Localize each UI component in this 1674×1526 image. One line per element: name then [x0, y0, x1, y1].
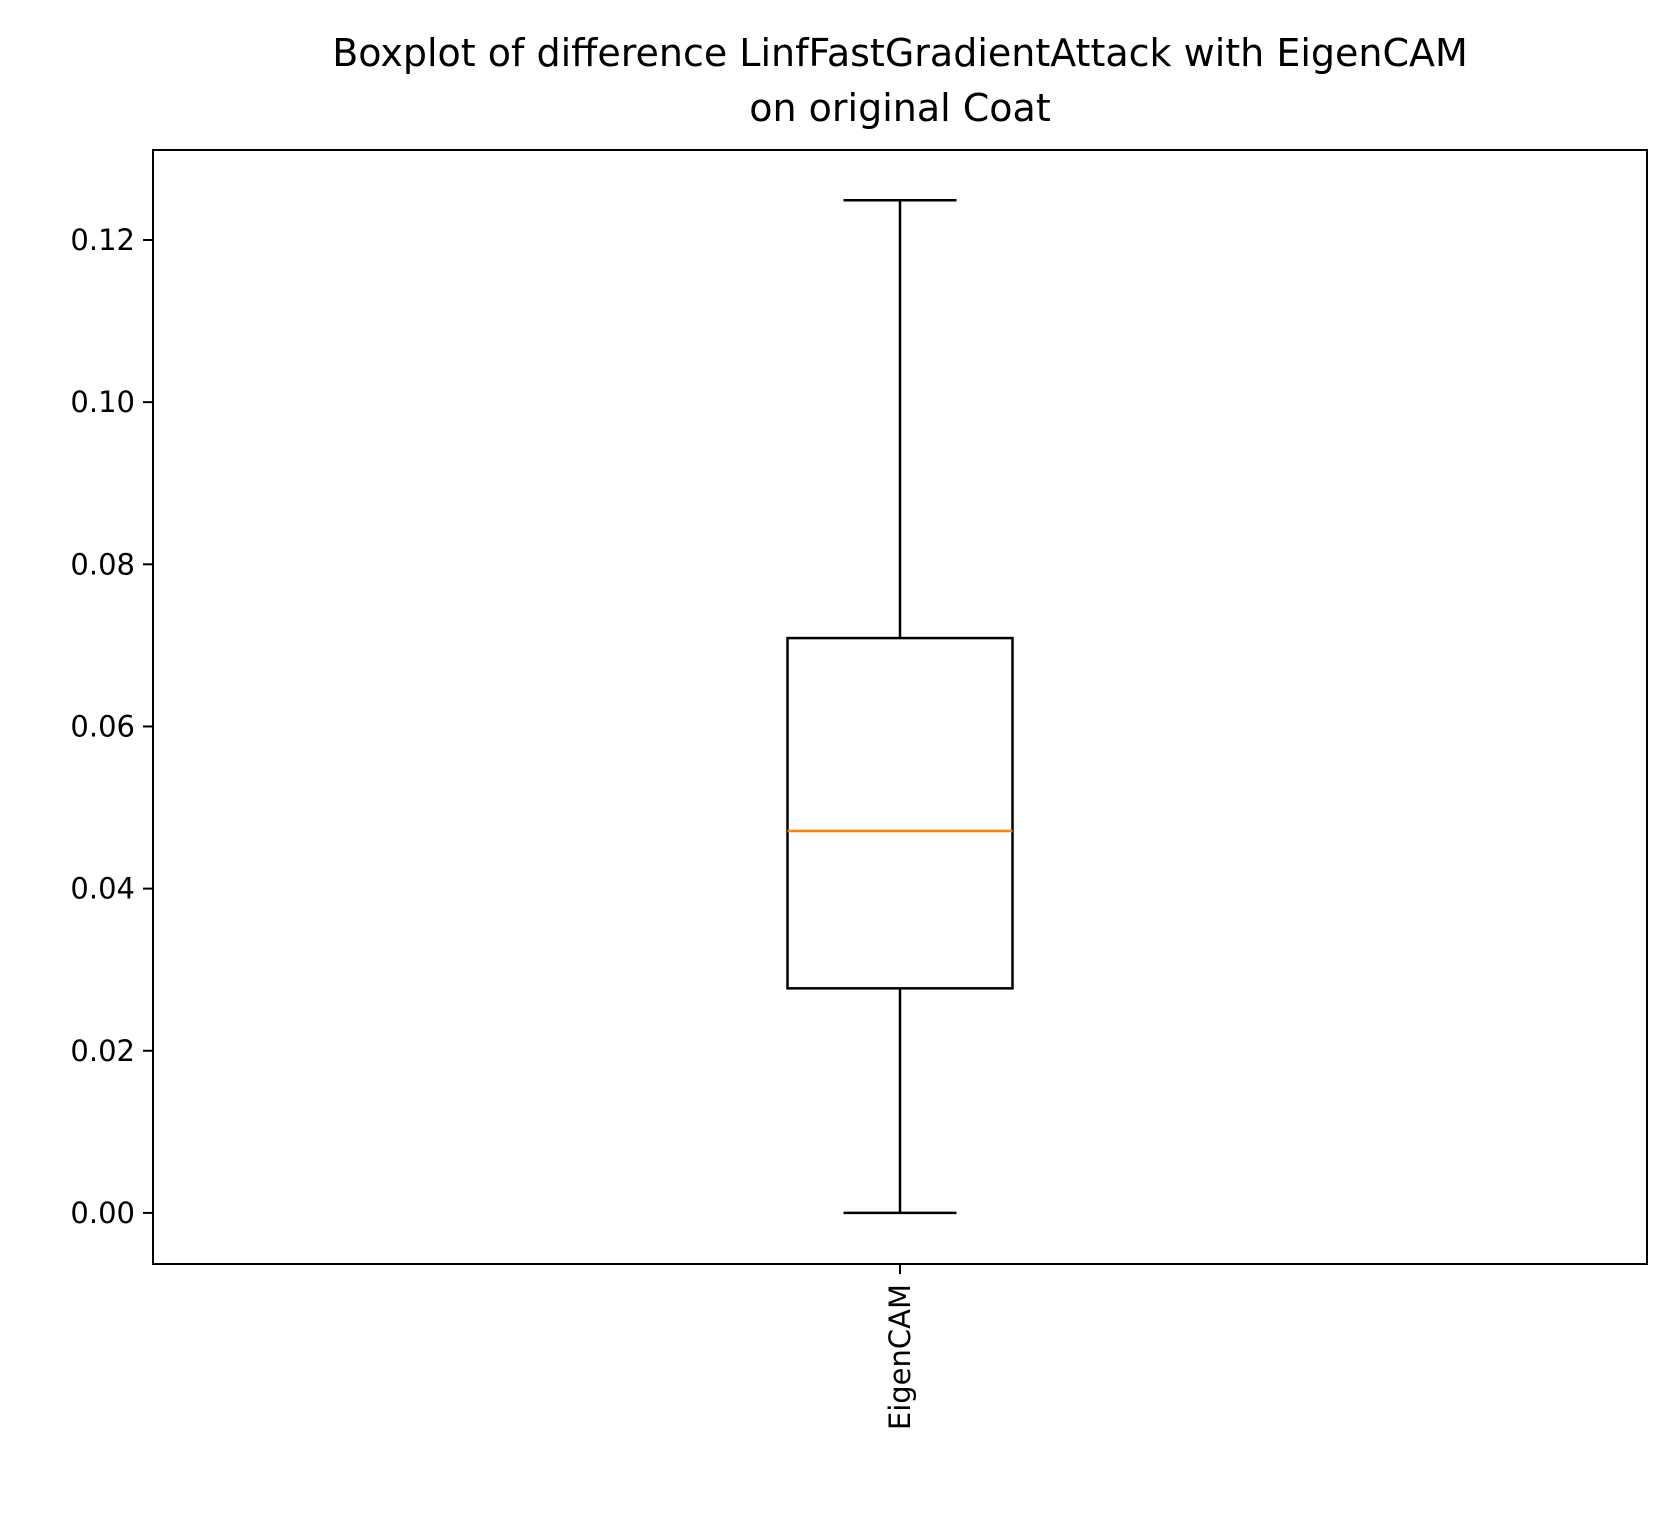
chart-title-line-1: Boxplot of difference LinfFastGradientAt…: [332, 31, 1468, 75]
chart-title-line-2: on original Coat: [749, 86, 1051, 130]
y-tick-label: 0.10: [70, 385, 135, 419]
y-tick-label: 0.04: [70, 872, 135, 906]
y-tick-label: 0.06: [70, 709, 135, 743]
y-axis: 0.00 0.02 0.04 0.06 0.08 0.10 0.12: [70, 223, 153, 1230]
y-tick-label: 0.02: [70, 1034, 135, 1068]
plot-frame: [152, 149, 1648, 1265]
iqr-box: [786, 636, 1014, 990]
boxes-group: [786, 199, 1014, 1215]
y-tick-label: 0.00: [70, 1196, 135, 1230]
y-tick-label: 0.08: [70, 547, 135, 581]
y-tick-label: 0.12: [70, 223, 135, 257]
x-axis: EigenCAM: [883, 1264, 917, 1430]
x-tick-label: EigenCAM: [883, 1284, 917, 1430]
